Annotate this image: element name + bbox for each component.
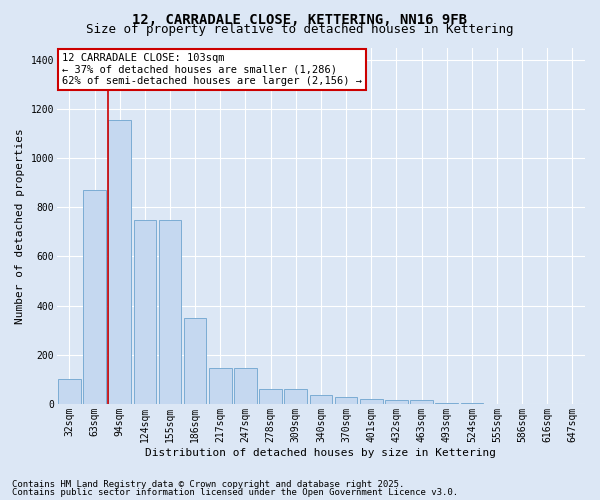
Bar <box>158 220 181 404</box>
Text: Contains public sector information licensed under the Open Government Licence v3: Contains public sector information licen… <box>12 488 458 497</box>
Bar <box>335 396 358 404</box>
Bar <box>184 318 206 404</box>
Bar <box>209 368 232 404</box>
Bar <box>134 220 156 404</box>
Bar <box>360 399 383 404</box>
Text: Size of property relative to detached houses in Kettering: Size of property relative to detached ho… <box>86 22 514 36</box>
Bar <box>461 402 483 404</box>
Bar <box>109 120 131 404</box>
Bar <box>385 400 407 404</box>
Bar <box>310 396 332 404</box>
Bar <box>83 190 106 404</box>
Bar <box>58 380 81 404</box>
Bar <box>436 402 458 404</box>
Text: 12 CARRADALE CLOSE: 103sqm
← 37% of detached houses are smaller (1,286)
62% of s: 12 CARRADALE CLOSE: 103sqm ← 37% of deta… <box>62 53 362 86</box>
Bar <box>284 389 307 404</box>
Y-axis label: Number of detached properties: Number of detached properties <box>15 128 25 324</box>
Bar <box>234 368 257 404</box>
Text: Contains HM Land Registry data © Crown copyright and database right 2025.: Contains HM Land Registry data © Crown c… <box>12 480 404 489</box>
X-axis label: Distribution of detached houses by size in Kettering: Distribution of detached houses by size … <box>145 448 496 458</box>
Bar <box>259 389 282 404</box>
Text: 12, CARRADALE CLOSE, KETTERING, NN16 9FB: 12, CARRADALE CLOSE, KETTERING, NN16 9FB <box>133 12 467 26</box>
Bar <box>410 400 433 404</box>
